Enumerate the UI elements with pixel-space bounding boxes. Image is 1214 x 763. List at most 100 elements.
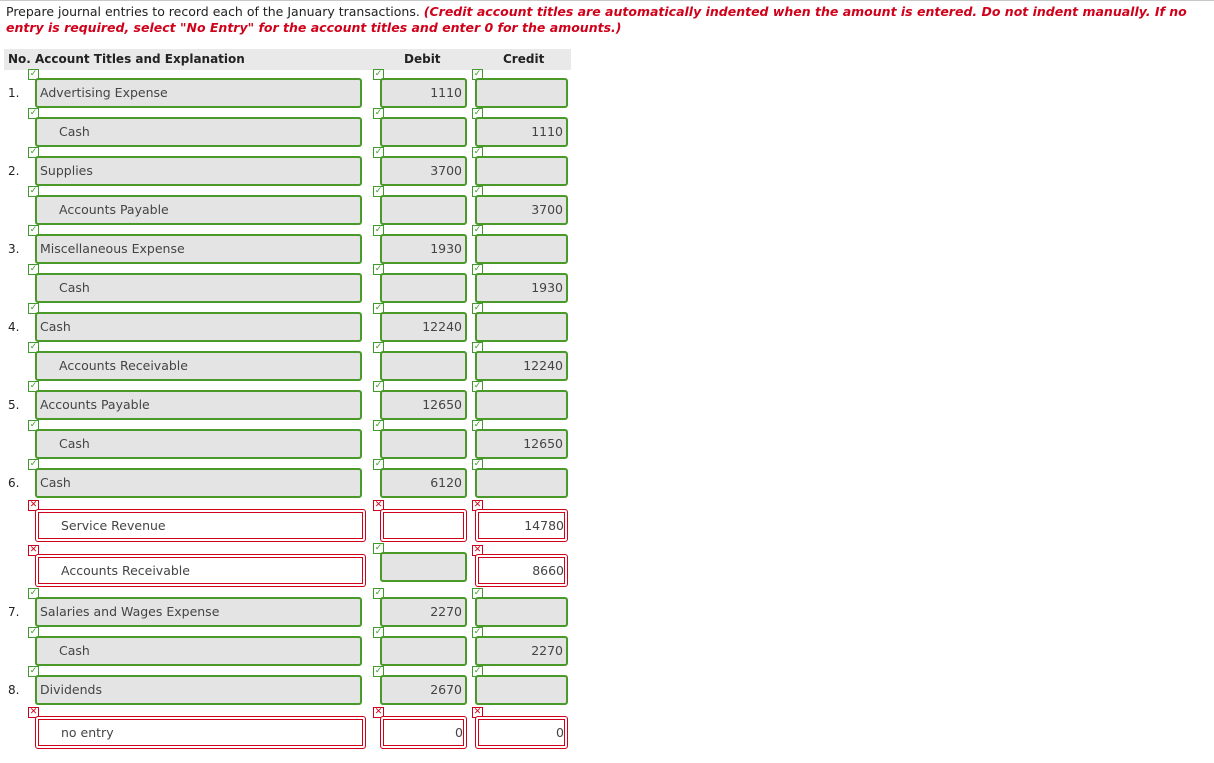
account-title-select[interactable]: Cash xyxy=(35,273,362,303)
check-icon: ✓ xyxy=(28,69,39,80)
debit-input[interactable]: 1930 xyxy=(380,234,467,264)
account-title-select[interactable]: Accounts Receivable xyxy=(35,554,366,587)
instructions-text: Prepare journal entries to record each o… xyxy=(6,4,424,19)
check-icon: ✓ xyxy=(28,459,39,470)
check-icon: ✓ xyxy=(373,186,384,197)
check-icon: ✓ xyxy=(373,543,384,554)
instructions-emphasis: (Credit account titles are automatically… xyxy=(6,4,1187,35)
cross-icon: ✕ xyxy=(28,545,39,556)
check-icon: ✓ xyxy=(373,459,384,470)
credit-input[interactable]: 2270 xyxy=(475,636,568,666)
check-icon: ✓ xyxy=(373,342,384,353)
account-title-select[interactable]: Advertising Expense xyxy=(35,78,362,108)
debit-input[interactable]: 2670 xyxy=(380,675,467,705)
credit-input[interactable]: 1110 xyxy=(475,117,568,147)
credit-input[interactable]: 8660 xyxy=(475,554,568,587)
entry-number: 7. xyxy=(8,605,20,619)
credit-input[interactable] xyxy=(475,468,568,498)
debit-input[interactable]: 1110 xyxy=(380,78,467,108)
header-debit: Debit xyxy=(404,52,441,66)
account-title-select[interactable]: Supplies xyxy=(35,156,362,186)
debit-input[interactable] xyxy=(380,351,467,381)
credit-input[interactable] xyxy=(475,234,568,264)
debit-input[interactable]: 2270 xyxy=(380,597,467,627)
instructions: Prepare journal entries to record each o… xyxy=(6,4,1206,36)
credit-input[interactable]: 3700 xyxy=(475,195,568,225)
credit-input[interactable]: 12650 xyxy=(475,429,568,459)
debit-input[interactable] xyxy=(380,117,467,147)
credit-input[interactable]: 1930 xyxy=(475,273,568,303)
check-icon: ✓ xyxy=(373,264,384,275)
check-icon: ✓ xyxy=(373,303,384,314)
check-icon: ✓ xyxy=(373,588,384,599)
debit-input[interactable] xyxy=(380,195,467,225)
check-icon: ✓ xyxy=(28,381,39,392)
check-icon: ✓ xyxy=(28,147,39,158)
debit-input[interactable] xyxy=(380,273,467,303)
account-title-select[interactable]: Salaries and Wages Expense xyxy=(35,597,362,627)
cross-icon: ✕ xyxy=(373,707,384,718)
debit-input[interactable] xyxy=(380,509,467,542)
entry-number: 1. xyxy=(8,86,20,100)
credit-input[interactable] xyxy=(475,312,568,342)
debit-input[interactable]: 0 xyxy=(380,716,467,749)
check-icon: ✓ xyxy=(28,186,39,197)
credit-input[interactable] xyxy=(475,675,568,705)
debit-input[interactable]: 6120 xyxy=(380,468,467,498)
check-icon: ✓ xyxy=(28,627,39,638)
check-icon: ✓ xyxy=(373,666,384,677)
debit-input[interactable]: 12650 xyxy=(380,390,467,420)
debit-input[interactable] xyxy=(380,429,467,459)
check-icon: ✓ xyxy=(373,420,384,431)
entry-number: 3. xyxy=(8,242,20,256)
account-title-select[interactable]: no entry xyxy=(35,716,366,749)
check-icon: ✓ xyxy=(373,147,384,158)
entry-number: 4. xyxy=(8,320,20,334)
account-title-select[interactable]: Cash xyxy=(35,468,362,498)
top-divider xyxy=(0,0,1214,1)
account-title-select[interactable]: Miscellaneous Expense xyxy=(35,234,362,264)
account-title-select[interactable]: Cash xyxy=(35,312,362,342)
credit-input[interactable] xyxy=(475,78,568,108)
credit-input[interactable]: 14780 xyxy=(475,509,568,542)
account-title-select[interactable]: Cash xyxy=(35,429,362,459)
account-title-select[interactable]: Service Revenue xyxy=(35,509,366,542)
check-icon: ✓ xyxy=(28,264,39,275)
entry-number: 2. xyxy=(8,164,20,178)
debit-input[interactable]: 3700 xyxy=(380,156,467,186)
cross-icon: ✕ xyxy=(28,500,39,511)
check-icon: ✓ xyxy=(28,303,39,314)
check-icon: ✓ xyxy=(28,588,39,599)
entry-number: 6. xyxy=(8,476,20,490)
debit-input[interactable] xyxy=(380,552,467,582)
entry-number: 8. xyxy=(8,683,20,697)
credit-input[interactable]: 0 xyxy=(475,716,568,749)
debit-input[interactable] xyxy=(380,636,467,666)
check-icon: ✓ xyxy=(28,225,39,236)
check-icon: ✓ xyxy=(373,108,384,119)
credit-input[interactable]: 12240 xyxy=(475,351,568,381)
account-title-select[interactable]: Accounts Payable xyxy=(35,390,362,420)
account-title-select[interactable]: Dividends xyxy=(35,675,362,705)
header-account: No. Account Titles and Explanation xyxy=(8,52,245,66)
check-icon: ✓ xyxy=(28,420,39,431)
credit-input[interactable] xyxy=(475,156,568,186)
check-icon: ✓ xyxy=(28,666,39,677)
debit-input[interactable]: 12240 xyxy=(380,312,467,342)
check-icon: ✓ xyxy=(373,627,384,638)
check-icon: ✓ xyxy=(373,225,384,236)
header-credit: Credit xyxy=(503,52,545,66)
credit-input[interactable] xyxy=(475,597,568,627)
credit-input[interactable] xyxy=(475,390,568,420)
check-icon: ✓ xyxy=(28,108,39,119)
account-title-select[interactable]: Cash xyxy=(35,117,362,147)
table-header: No. Account Titles and Explanation Debit… xyxy=(4,49,571,70)
check-icon: ✓ xyxy=(373,381,384,392)
cross-icon: ✕ xyxy=(373,500,384,511)
account-title-select[interactable]: Cash xyxy=(35,636,362,666)
account-title-select[interactable]: Accounts Receivable xyxy=(35,351,362,381)
cross-icon: ✕ xyxy=(28,707,39,718)
account-title-select[interactable]: Accounts Payable xyxy=(35,195,362,225)
check-icon: ✓ xyxy=(28,342,39,353)
entry-number: 5. xyxy=(8,398,20,412)
